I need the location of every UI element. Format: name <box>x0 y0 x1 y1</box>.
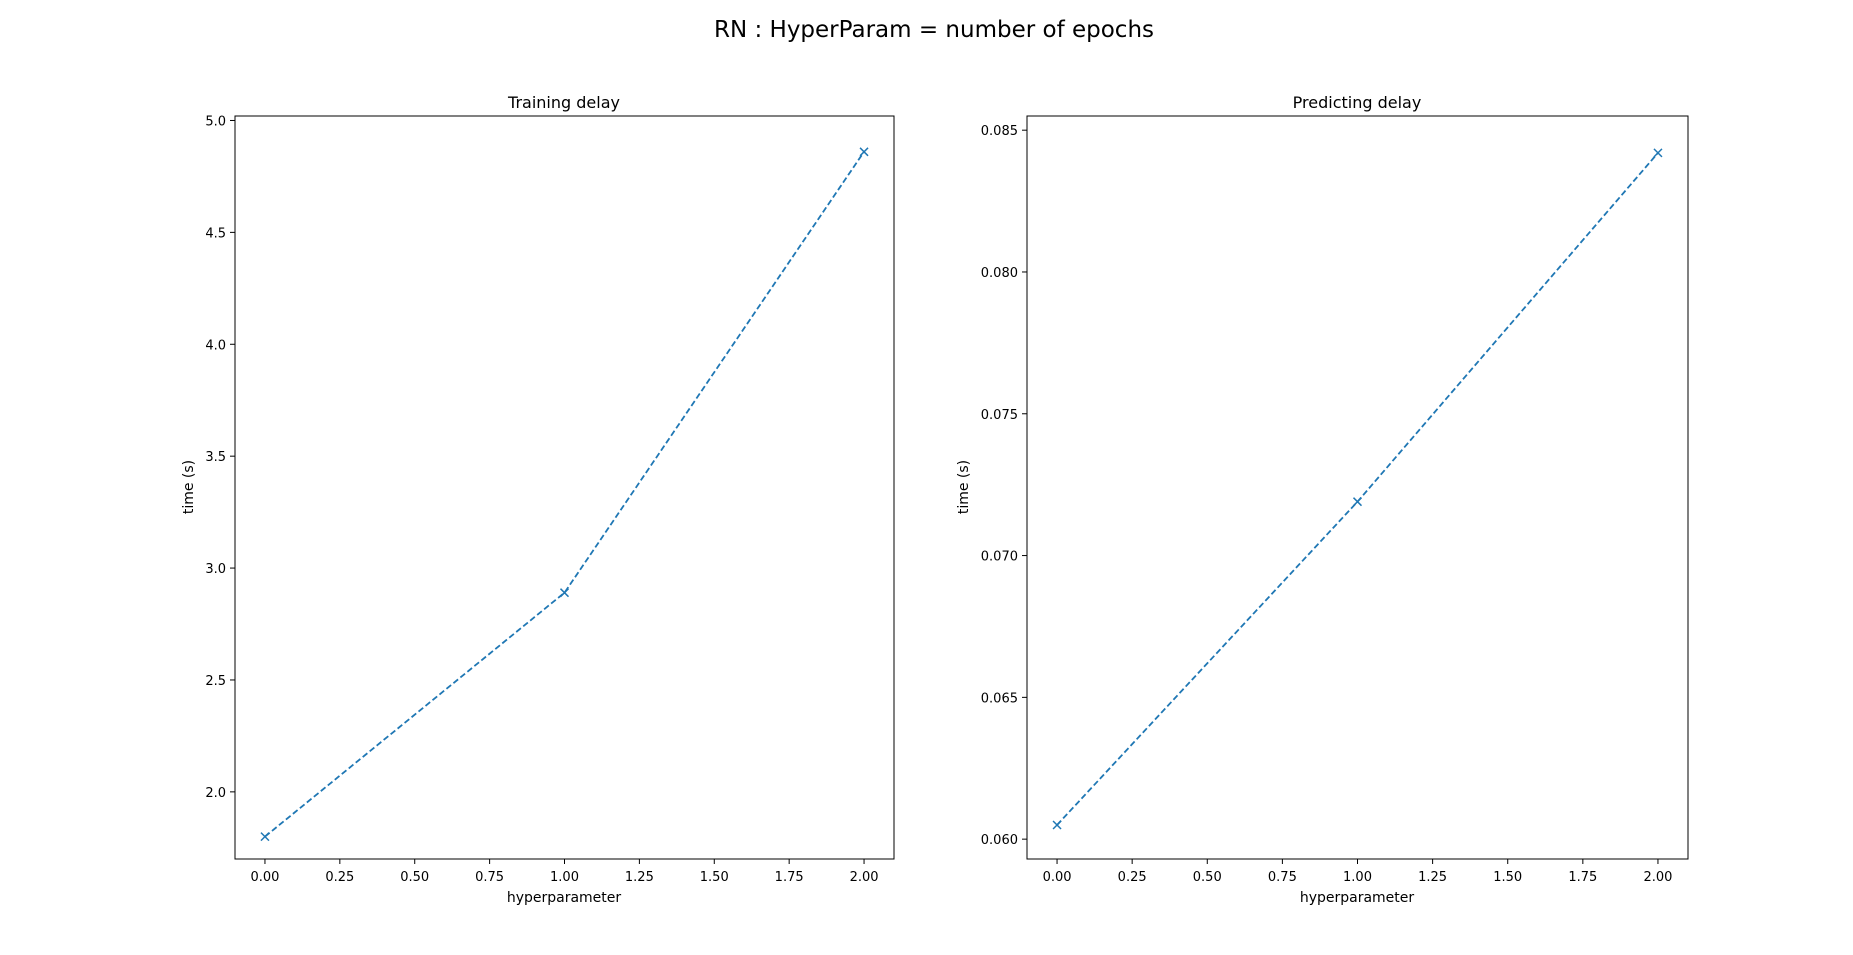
x-tick-label: 0.25 <box>1118 870 1147 885</box>
y-tick-label: 3.0 <box>205 562 226 577</box>
x-tick-label: 0.50 <box>1193 870 1222 885</box>
x-tick-label: 0.50 <box>400 870 429 885</box>
plot-area: 0.00 0.25 0.50 0.75 1.00 1.25 1.50 1.75 2.00 2.0 2… <box>205 114 878 885</box>
y-tick-label: 0.080 <box>981 266 1018 281</box>
x-tick-label: 1.00 <box>1343 870 1372 885</box>
series-line <box>1056 152 1659 826</box>
y-tick-label: 5.0 <box>205 114 226 129</box>
y-axis-label: time (s) <box>956 460 972 514</box>
x-tick-label: 2.00 <box>1643 870 1672 885</box>
y-tick-label: 0.065 <box>981 691 1018 706</box>
data-point-marker <box>859 147 869 157</box>
y-tick-label: 0.060 <box>981 833 1018 848</box>
data-point-marker <box>1352 497 1363 507</box>
x-axis-label: hyperparameter <box>1300 890 1415 906</box>
x-tick-label: 1.50 <box>1493 870 1522 885</box>
y-tick-label: 3.5 <box>205 450 226 465</box>
y-tick-label: 2.0 <box>205 786 226 801</box>
x-tick-label: 1.00 <box>550 870 579 885</box>
y-axis-label: time (s) <box>181 460 197 514</box>
plot-frame <box>1026 115 1689 860</box>
y-tick-label: 2.5 <box>205 674 226 689</box>
x-tick-label: 0.25 <box>325 870 354 885</box>
x-tick-label: 0.00 <box>250 870 279 885</box>
x-tick-label: 0.75 <box>475 870 504 885</box>
data-point-marker <box>260 832 270 842</box>
x-tick-label: 1.75 <box>775 870 804 885</box>
data-point-marker <box>1052 820 1062 830</box>
x-tick-label: 2.00 <box>850 870 879 885</box>
y-tick-label: 0.085 <box>981 124 1018 139</box>
series-line <box>264 151 865 838</box>
predicting-delay-chart: Predicting delay 0.00 0.25 0.50 0.75 1.00 1.2… <box>956 93 1689 906</box>
y-tick-label: 4.0 <box>205 338 226 353</box>
training-delay-chart: Training delay 0.00 0.25 0.50 0.75 1.00 1.25 1… <box>181 93 895 906</box>
data-point-marker <box>1653 148 1663 158</box>
plot-frame <box>234 115 895 860</box>
x-tick-label: 0.75 <box>1268 870 1297 885</box>
plot-area: 0.00 0.25 0.50 0.75 1.00 1.25 1.50 1.75 2.00 0.06… <box>981 124 1673 885</box>
x-tick-label: 0.00 <box>1043 870 1072 885</box>
y-tick-label: 0.075 <box>981 408 1018 423</box>
figure-suptitle: RN : HyperParam = number of epochs <box>714 17 1154 43</box>
data-point-marker <box>559 588 570 598</box>
chart-title: Predicting delay <box>1293 93 1422 112</box>
x-axis-label: hyperparameter <box>507 890 622 906</box>
y-tick-label: 4.5 <box>205 226 226 241</box>
x-tick-label: 1.25 <box>625 870 654 885</box>
x-tick-label: 1.50 <box>700 870 729 885</box>
x-tick-label: 1.25 <box>1418 870 1447 885</box>
y-tick-label: 0.070 <box>981 550 1018 565</box>
x-tick-label: 1.75 <box>1568 870 1597 885</box>
chart-title: Training delay <box>507 93 620 112</box>
